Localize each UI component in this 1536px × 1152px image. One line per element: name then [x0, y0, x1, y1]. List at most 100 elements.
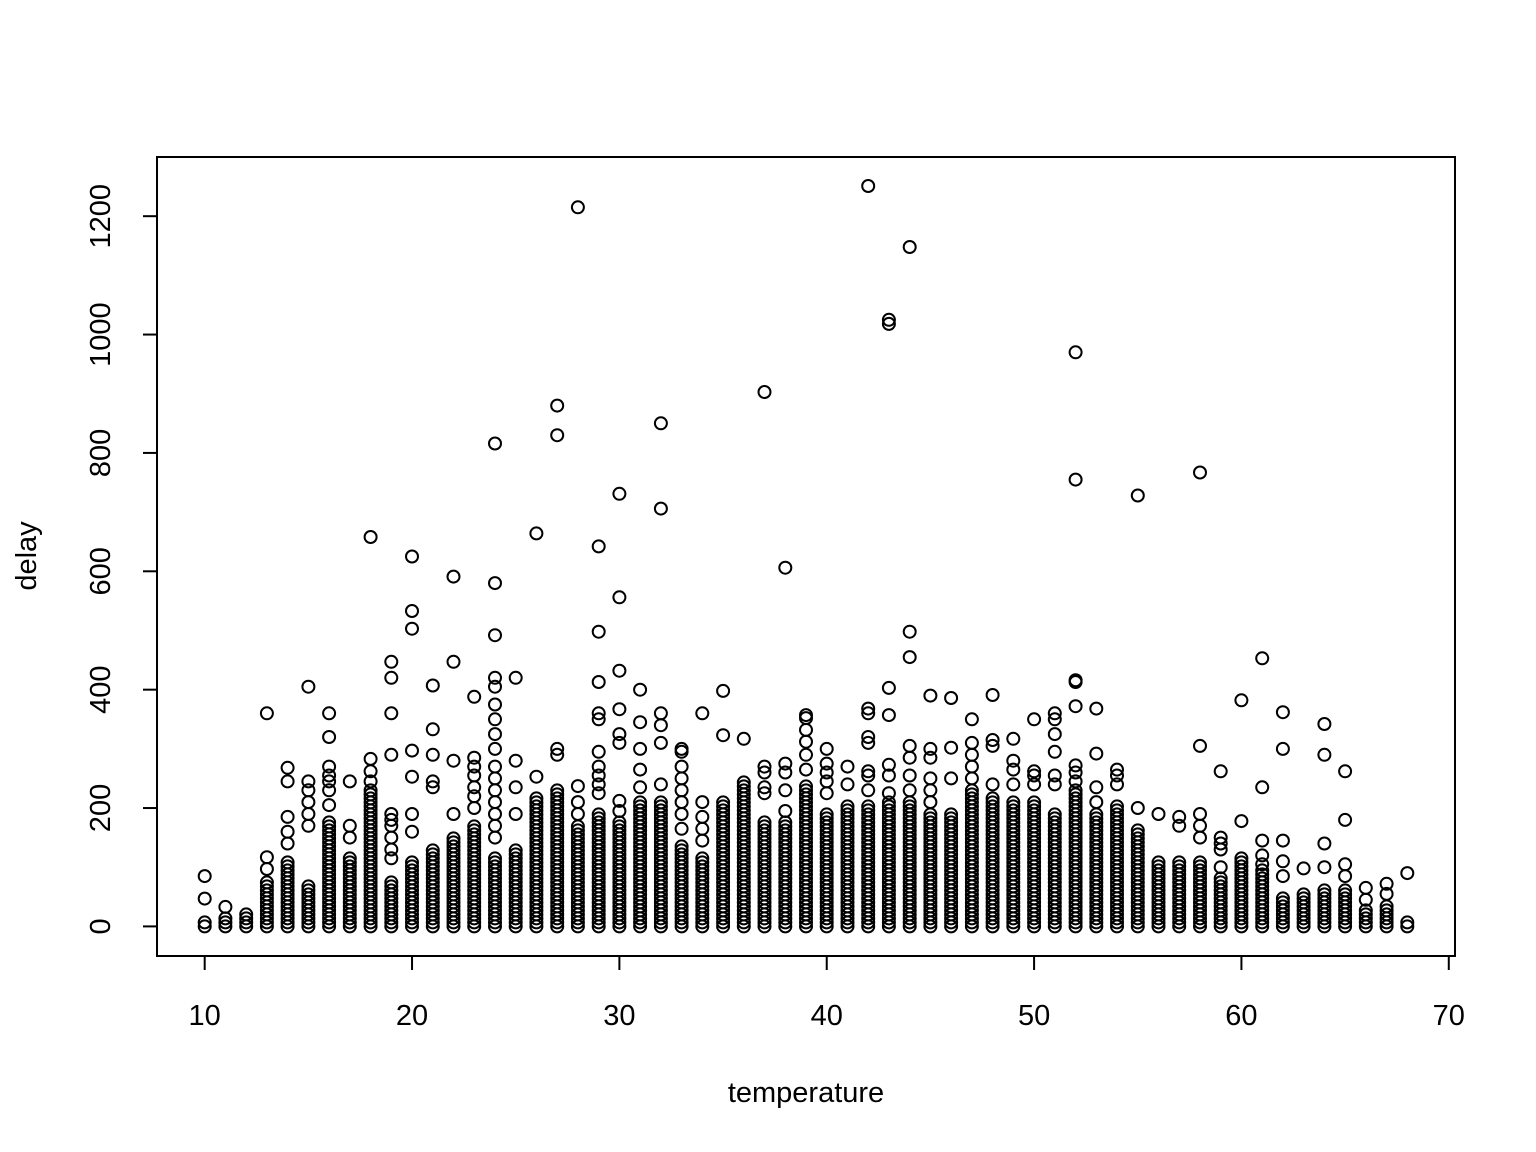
data-point: [881, 757, 896, 772]
data-point: [861, 735, 876, 750]
data-point: [1255, 867, 1270, 882]
data-point: [1006, 731, 1021, 746]
data-point: [633, 780, 648, 795]
data-point: [1151, 855, 1166, 870]
data-point: [488, 727, 502, 742]
data-point: [405, 824, 419, 839]
data-point: [301, 887, 316, 902]
data-point: [944, 807, 959, 822]
data-point: [405, 549, 419, 564]
data-point: [488, 807, 502, 821]
data-point: [985, 738, 1000, 753]
data-point: [467, 823, 482, 838]
data-point: [405, 859, 419, 874]
data-point: [488, 795, 502, 810]
data-point: [508, 851, 523, 866]
data-point: [1275, 741, 1290, 756]
data-point: [633, 762, 648, 777]
data-point: [881, 708, 896, 723]
data-point: [488, 628, 502, 643]
data-point: [778, 756, 793, 771]
data-point: [612, 727, 627, 742]
data-point: [840, 777, 855, 792]
data-point: [280, 809, 295, 824]
data-point: [218, 919, 233, 934]
data-point: [1130, 488, 1145, 503]
data-point: [446, 654, 461, 669]
data-point: [985, 795, 1000, 810]
data-point: [1255, 857, 1270, 872]
data-point: [1068, 765, 1083, 780]
data-point: [322, 774, 337, 789]
data-point: [653, 803, 668, 818]
data-point: [467, 759, 482, 774]
data-point: [322, 819, 337, 834]
data-point: [1068, 774, 1083, 789]
data-point: [1172, 855, 1187, 870]
data-point: [964, 791, 979, 806]
x-axis-label: temperature: [728, 1077, 884, 1109]
data-point: [923, 815, 938, 830]
data-point: [1006, 799, 1021, 814]
data-point: [861, 768, 876, 783]
data-point: [570, 807, 585, 821]
data-point: [923, 771, 938, 786]
data-point: [695, 821, 710, 836]
data-point: [861, 730, 876, 744]
data-point: [612, 804, 627, 818]
data-point: [923, 750, 938, 765]
data-point: [1275, 854, 1290, 869]
data-point: [384, 812, 399, 827]
data-point: [1275, 705, 1290, 720]
data-point: [1130, 827, 1145, 842]
data-point: [591, 777, 606, 792]
data-point: [612, 590, 627, 605]
data-point: [881, 786, 896, 801]
data-point: [363, 530, 378, 544]
data-point: [1234, 855, 1249, 870]
data-point: [446, 569, 461, 584]
data-point: [1006, 777, 1021, 792]
data-point: [1234, 814, 1249, 829]
data-point: [716, 799, 731, 814]
data-point: [964, 735, 979, 750]
data-point: [778, 804, 793, 818]
data-point: [674, 847, 689, 862]
data-point: [1338, 869, 1353, 884]
data-point: [1213, 879, 1228, 894]
data-point: [446, 753, 461, 768]
data-point: [301, 795, 316, 810]
y-axis-label: delay: [11, 521, 43, 591]
data-point: [1068, 472, 1083, 487]
data-point: [342, 774, 357, 789]
data-point: [488, 830, 502, 845]
data-point: [384, 706, 399, 721]
data-point: [674, 821, 689, 836]
data-point: [550, 747, 565, 762]
data-point: [695, 851, 710, 866]
y-tick-label: 600: [85, 547, 117, 595]
data-point: [1338, 857, 1353, 872]
data-point: [923, 741, 938, 756]
data-point: [405, 621, 419, 636]
data-point: [674, 843, 689, 858]
data-point: [695, 795, 710, 810]
data-point: [633, 803, 648, 818]
data-point: [550, 783, 565, 798]
x-axis: 10 20 30 40 50 60 70: [189, 955, 1465, 1032]
data-point: [1006, 753, 1021, 768]
data-point: [633, 682, 648, 697]
data-point: [446, 835, 461, 850]
data-point: [964, 759, 979, 774]
data-point: [1193, 863, 1207, 878]
data-point: [1089, 811, 1104, 826]
data-point: [840, 807, 855, 822]
data-point: [570, 823, 585, 838]
data-point: [757, 385, 772, 399]
data-point: [1089, 815, 1104, 830]
data-point: [1193, 738, 1207, 753]
data-point: [1213, 860, 1228, 875]
data-point: [944, 811, 959, 826]
data-point: [819, 765, 834, 780]
data-point: [612, 735, 627, 750]
